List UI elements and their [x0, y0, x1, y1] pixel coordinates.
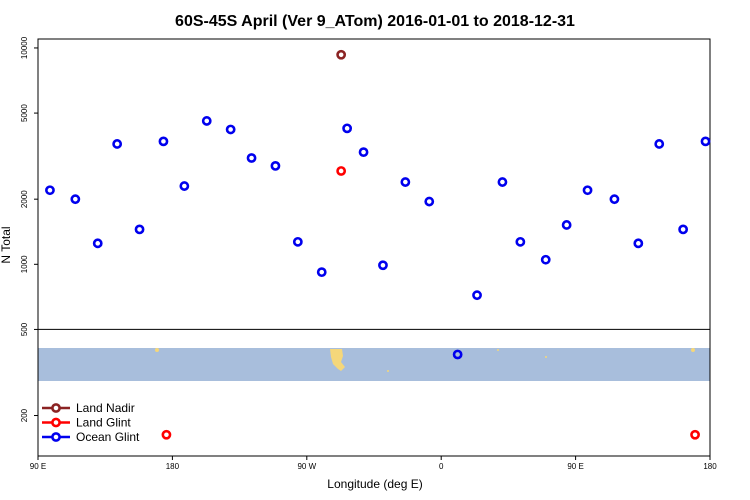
ocean-glint-point — [700, 136, 711, 147]
ocean-glint-point — [342, 123, 353, 134]
map-land-island — [545, 356, 547, 358]
map-land-island — [497, 349, 499, 351]
x-tick-label: 90 W — [297, 462, 316, 471]
legend-label-land-nadir: Land Nadir — [76, 401, 135, 415]
ocean-glint-point — [201, 116, 212, 126]
y-tick-label: 10000 — [20, 36, 29, 59]
legend-marker-ocean-glint — [51, 432, 61, 442]
x-tick-label: 0 — [439, 462, 444, 471]
ocean-glint-point — [179, 181, 190, 191]
y-tick-label: 1000 — [20, 255, 29, 273]
x-tick-label: 90 E — [567, 462, 583, 471]
ocean-glint-point — [472, 290, 482, 301]
map-land-south-america — [330, 349, 345, 371]
ocean-glint-point — [292, 236, 303, 247]
chart-title: 60S-45S April (Ver 9_ATom) 2016-01-01 to… — [175, 13, 575, 30]
ocean-glint-point — [424, 196, 435, 207]
ocean-glint-point — [678, 224, 689, 235]
legend-marker-land-nadir — [51, 403, 61, 413]
ocean-glint-point — [45, 185, 55, 196]
plot-frame — [37, 38, 711, 457]
ocean-glint-point — [561, 220, 572, 230]
legend-label-ocean-glint: Ocean Glint — [76, 430, 140, 444]
ocean-glint-point — [582, 185, 593, 196]
ocean-glint-point — [316, 267, 327, 278]
ocean-glint-point — [633, 238, 644, 249]
y-axis: 200 500 1000 2000 5000 10000 — [20, 36, 38, 422]
y-tick-label: 2000 — [20, 190, 29, 208]
land-nadir-point — [336, 49, 347, 60]
ocean-glint-point — [92, 238, 103, 249]
ocean-glint-point — [515, 236, 526, 247]
ocean-glint-point — [70, 194, 81, 205]
ocean-glint-point — [400, 177, 411, 187]
x-tick-label: 180 — [166, 462, 180, 471]
x-axis: 90 E 180 90 W 0 90 E 180 — [30, 456, 717, 471]
ocean-glint-point — [112, 139, 123, 149]
data-points — [45, 49, 711, 440]
legend-label-land-glint: Land Glint — [76, 416, 131, 430]
ocean-glint-point — [654, 139, 665, 149]
ocean-glint-point — [540, 254, 551, 265]
legend-marker-land-glint — [51, 417, 61, 428]
map-ocean — [38, 348, 710, 381]
ocean-glint-point — [134, 224, 145, 235]
ocean-glint-point — [358, 147, 369, 158]
ocean-glint-point — [609, 194, 620, 205]
ocean-glint-point — [225, 124, 236, 135]
map-land-island — [691, 348, 695, 352]
x-axis-label: Longitude (deg E) — [327, 477, 422, 491]
x-tick-label: 90 E — [30, 462, 46, 471]
ocean-glint-point — [378, 260, 388, 271]
y-axis-label: N Total — [0, 226, 13, 263]
ocean-glint-point — [270, 160, 281, 171]
x-tick-label: 180 — [703, 462, 717, 471]
ocean-glint-point — [497, 177, 508, 187]
ocean-glint-point — [158, 136, 169, 147]
map-band — [38, 348, 710, 381]
land-glint-point — [161, 429, 172, 440]
ocean-glint-point — [246, 153, 257, 163]
ocean-glint-point — [452, 349, 463, 360]
y-tick-label: 5000 — [20, 104, 29, 122]
land-glint-point — [336, 166, 347, 176]
y-tick-label: 200 — [20, 408, 29, 422]
map-land-island — [155, 348, 159, 352]
map-land-island — [387, 370, 389, 372]
y-tick-label: 500 — [20, 322, 29, 336]
land-glint-point — [690, 429, 700, 440]
